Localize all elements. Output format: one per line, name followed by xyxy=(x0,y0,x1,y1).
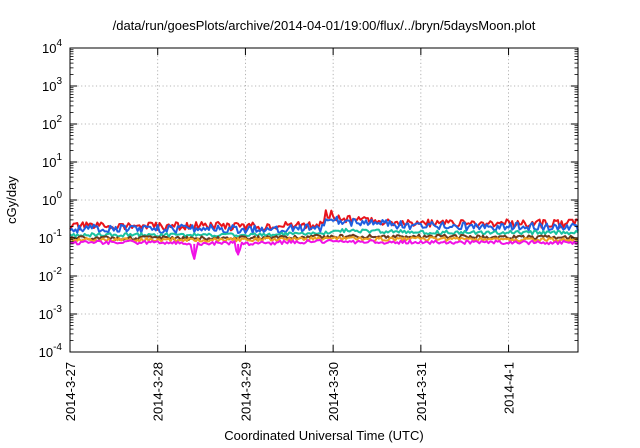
y-tick-label: 10-3 xyxy=(39,304,63,322)
plot-frame xyxy=(69,47,579,353)
y-tick-label: 10-1 xyxy=(39,228,63,246)
chart-title: /data/run/goesPlots/archive/2014-04-01/1… xyxy=(112,18,536,33)
y-tick-label: 102 xyxy=(42,114,62,132)
x-tick-label: 2014-3-29 xyxy=(238,362,253,421)
y-axis-label-group: cGy/day xyxy=(4,176,19,224)
y-tick-label: 10-4 xyxy=(39,342,63,360)
y-tick-label: 104 xyxy=(42,38,62,56)
x-tick-label: 2014-3-27 xyxy=(63,362,78,421)
y-tick-label: 10-2 xyxy=(39,266,63,284)
series-line-6 xyxy=(69,239,579,260)
x-tick-label: 2014-3-31 xyxy=(414,362,429,421)
x-tick-label: 2014-4-1 xyxy=(502,362,517,414)
y-tick-label: 103 xyxy=(42,76,62,94)
y-axis-label: cGy/day xyxy=(4,176,19,224)
x-tick-label: 2014-3-28 xyxy=(151,362,166,421)
y-tick-label: 100 xyxy=(42,190,62,208)
x-tick-label: 2014-3-30 xyxy=(326,362,341,421)
tick-layer: 10-4 10-3 10-2 10-1 100 101 102 103 104 2014-3-27… xyxy=(39,38,578,421)
x-axis-label: Coordinated Universal Time (UTC) xyxy=(224,428,424,443)
series-line-5 xyxy=(69,236,579,243)
y-tick-label: 101 xyxy=(42,152,62,170)
series-layer xyxy=(69,209,579,260)
grid-layer xyxy=(69,48,578,352)
